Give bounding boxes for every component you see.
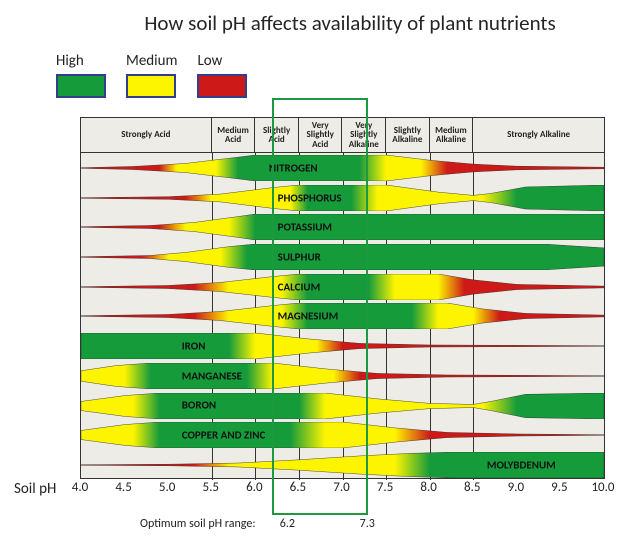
ph-header-cell: Strongly Acid <box>81 118 212 152</box>
optimum-label: Optimum soil pH range: <box>140 517 256 531</box>
x-tick: 9.0 <box>508 480 524 495</box>
x-axis: 4.04.55.05.56.06.57.07.58.08.59.09.510.0 <box>80 480 605 500</box>
ph-header-cell: Slightly Alkaline <box>386 118 430 152</box>
x-tick: 5.0 <box>159 480 175 495</box>
legend-swatch <box>126 74 176 98</box>
x-tick: 8.0 <box>420 480 436 495</box>
x-tick: 7.5 <box>377 480 393 495</box>
nutrient-label: NITROGEN <box>269 161 318 174</box>
nutrient-label: COPPER AND ZINC <box>182 429 266 442</box>
legend-item: Low <box>197 52 247 98</box>
legend-swatch <box>56 74 106 98</box>
nutrient-label: POTASSIUM <box>278 221 332 234</box>
nutrient-label: CALCIUM <box>278 280 321 293</box>
ph-header-cell: Very Slightly Alkaline <box>342 118 386 152</box>
nutrient-row: MANGANESE <box>81 361 604 391</box>
nutrient-row: PHOSPHORUS <box>81 183 604 213</box>
nutrient-label: IRON <box>182 339 206 352</box>
nutrient-row: NITROGEN <box>81 153 604 183</box>
x-tick: 6.0 <box>246 480 262 495</box>
legend-item: High <box>56 52 106 98</box>
optimum-hi: 7.3 <box>360 517 375 531</box>
nutrient-label: MAGNESIUM <box>278 310 339 323</box>
nutrient-band-svg <box>81 363 604 389</box>
nutrient-band-svg <box>81 155 604 181</box>
x-tick: 4.0 <box>72 480 88 495</box>
legend-label: Medium <box>126 52 177 70</box>
nutrient-row: IRON <box>81 331 604 361</box>
ph-header-cell: Slightly Acid <box>255 118 299 152</box>
x-tick: 7.0 <box>333 480 349 495</box>
bands-area: NITROGEN PHOSPHORUS POTASSIUM SULPHUR CALCIU… <box>81 153 604 480</box>
nutrient-band-svg <box>81 185 604 211</box>
nutrient-band-svg <box>81 244 604 270</box>
nutrient-label: BORON <box>182 399 216 412</box>
nutrient-row: MOLYBDENUM <box>81 450 604 480</box>
nutrient-band-svg <box>81 333 604 359</box>
nutrient-row: SULPHUR <box>81 242 604 272</box>
ph-header-cell: Very Slightly Acid <box>299 118 343 152</box>
chart-area: Strongly AcidMedium AcidSlightly AcidVer… <box>80 117 605 479</box>
nutrient-row: POTASSIUM <box>81 212 604 242</box>
nutrient-label: MANGANESE <box>182 369 242 382</box>
x-tick: 6.5 <box>290 480 306 495</box>
x-tick: 8.5 <box>464 480 480 495</box>
nutrient-band-svg <box>81 303 604 329</box>
nutrient-row: CALCIUM <box>81 272 604 302</box>
x-axis-label: Soil pH <box>14 480 56 498</box>
nutrient-band-svg <box>81 274 604 300</box>
nutrient-row: COPPER AND ZINC <box>81 420 604 450</box>
nutrient-band-svg <box>81 393 604 419</box>
nutrient-label: PHOSPHORUS <box>278 191 342 204</box>
x-tick: 4.5 <box>115 480 131 495</box>
legend-label: High <box>56 52 106 70</box>
nutrient-row: MAGNESIUM <box>81 301 604 331</box>
ph-header-cell: Medium Acid <box>212 118 256 152</box>
chart-title: How soil pH affects availability of plan… <box>0 10 640 36</box>
x-tick: 9.5 <box>551 480 567 495</box>
nutrient-label: MOLYBDENUM <box>487 458 556 471</box>
nutrient-row: BORON <box>81 391 604 421</box>
ph-header-row: Strongly AcidMedium AcidSlightly AcidVer… <box>81 118 604 153</box>
legend-swatch <box>197 74 247 98</box>
x-tick: 5.5 <box>203 480 219 495</box>
legend: High Medium Low <box>56 52 261 98</box>
ph-header-cell: Strongly Alkaline <box>473 118 604 152</box>
ph-header-cell: Medium Alkaline <box>430 118 474 152</box>
nutrient-band-svg <box>81 214 604 240</box>
nutrient-label: SULPHUR <box>278 250 321 263</box>
legend-item: Medium <box>126 52 177 98</box>
optimum-lo: 6.2 <box>280 517 295 531</box>
nutrient-band-svg <box>81 422 604 448</box>
legend-label: Low <box>197 52 247 70</box>
x-tick: 10.0 <box>591 480 614 495</box>
